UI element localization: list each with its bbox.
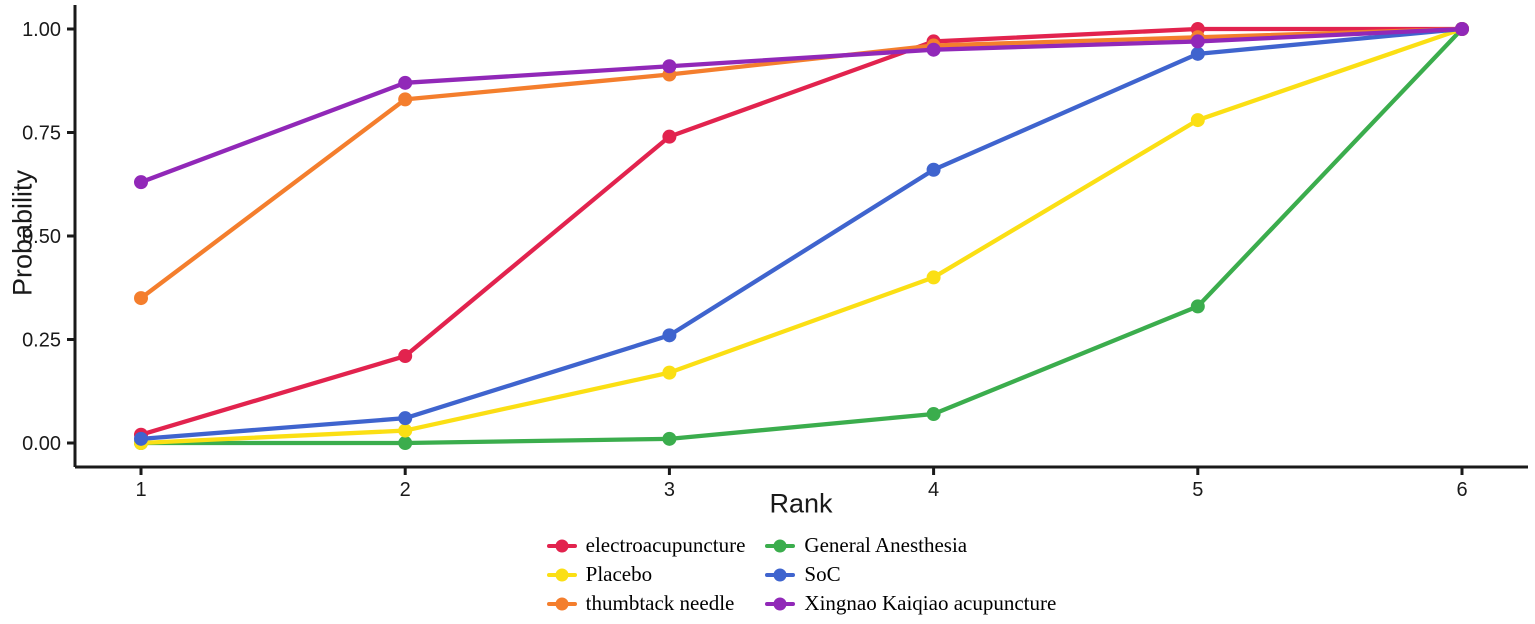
data-point-placebo-rank-2	[398, 423, 413, 438]
legend-key-dot	[773, 597, 787, 610]
y-tick-label: 1.00	[22, 19, 61, 41]
legend-item-general-anesthesia: General Anesthesia	[765, 533, 1056, 557]
series-line-soc	[138, 26, 1465, 442]
legend-key-icon	[765, 594, 796, 614]
series-line-thumbtack-needle	[138, 26, 1465, 301]
legend-label: electroacupuncture	[585, 533, 746, 557]
data-point-soc-rank-5	[1190, 46, 1205, 61]
data-point-xingnao-kaiqiao-acupuncture-rank-1	[134, 175, 148, 190]
data-point-general-anesthesia-rank-2	[398, 436, 413, 450]
data-point-xingnao-kaiqiao-acupuncture-rank-5	[1190, 34, 1205, 49]
y-tick-label: 0.75	[22, 123, 61, 145]
legend-key-dot	[555, 568, 569, 581]
series-line-xingnao-kaiqiao-acupuncture	[138, 26, 1465, 185]
x-tick-label: 2	[400, 479, 411, 501]
legend-item-xingnao-kaiqiao-acupuncture: Xingnao Kaiqiao acupuncture	[765, 591, 1057, 615]
legend-item-soc: SoC	[765, 562, 1056, 586]
x-tick-label: 6	[1456, 479, 1467, 501]
legend-key-icon	[546, 536, 577, 556]
series-line-general-anesthesia	[138, 26, 1465, 446]
legend-label: General Anesthesia	[804, 533, 968, 557]
data-point-electroacupuncture-rank-3	[662, 129, 677, 144]
legend-item-thumbtack-needle: thumbtack needle	[546, 591, 746, 615]
legend-label: SoC	[804, 562, 841, 586]
y-tick-label: 0.50	[22, 226, 61, 248]
data-point-xingnao-kaiqiao-acupuncture-rank-2	[398, 75, 413, 90]
data-point-placebo-rank-3	[662, 365, 677, 380]
y-tick-label: 0.00	[22, 433, 61, 455]
legend-grid: electroacupuncture General Anesthesia Plac…	[546, 533, 1057, 615]
legend-key-icon	[765, 565, 796, 585]
legend-key-dot	[773, 568, 787, 581]
data-point-xingnao-kaiqiao-acupuncture-rank-3	[662, 59, 677, 74]
x-tick-label: 5	[1192, 479, 1203, 501]
data-point-soc-rank-4	[926, 162, 941, 177]
data-point-soc-rank-2	[398, 411, 413, 426]
legend-key-dot	[555, 539, 569, 552]
data-point-soc-rank-3	[662, 328, 677, 343]
data-point-thumbtack-needle-rank-2	[398, 92, 413, 107]
y-axis-title: Probability	[7, 169, 38, 297]
legend-label: Xingnao Kaiqiao acupuncture	[804, 591, 1057, 615]
data-point-general-anesthesia-rank-5	[1190, 299, 1205, 314]
data-point-xingnao-kaiqiao-acupuncture-rank-6	[1455, 22, 1469, 36]
legend-key-icon	[546, 594, 577, 614]
data-point-placebo-rank-5	[1190, 113, 1205, 128]
data-point-electroacupuncture-rank-2	[398, 349, 413, 364]
data-point-general-anesthesia-rank-4	[926, 407, 941, 422]
data-point-soc-rank-1	[134, 431, 148, 446]
legend-key-dot	[773, 539, 787, 552]
y-tick-label: 0.25	[22, 330, 61, 352]
x-axis-title: Rank	[769, 488, 833, 519]
legend-item-placebo: Placebo	[546, 562, 746, 586]
legend-key-icon	[765, 536, 796, 556]
legend-key-dot	[555, 597, 569, 610]
series-line-electroacupuncture	[138, 26, 1465, 437]
legend-label: Placebo	[585, 562, 653, 586]
legend: electroacupuncture General Anesthesia Plac…	[75, 533, 1528, 615]
data-point-general-anesthesia-rank-3	[662, 431, 677, 446]
x-tick-label: 3	[664, 479, 675, 501]
data-point-placebo-rank-4	[926, 270, 941, 285]
legend-item-electroacupuncture: electroacupuncture	[546, 533, 746, 557]
data-point-xingnao-kaiqiao-acupuncture-rank-4	[926, 42, 941, 57]
legend-label: thumbtack needle	[585, 591, 735, 615]
x-tick-label: 4	[928, 479, 939, 501]
x-tick-label: 1	[135, 479, 146, 501]
data-point-thumbtack-needle-rank-1	[134, 291, 148, 306]
legend-key-icon	[546, 565, 577, 585]
series-line-placebo	[138, 26, 1465, 446]
